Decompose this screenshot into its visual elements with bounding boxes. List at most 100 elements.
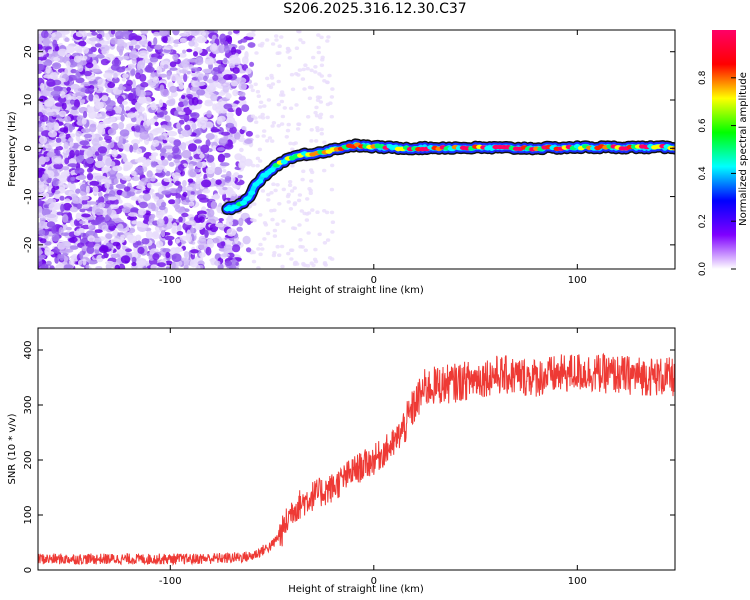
snr-y-tick-label: 100 xyxy=(23,505,34,524)
noise-speckle-blob xyxy=(38,161,44,166)
noise-speckle-blob xyxy=(307,187,312,191)
noise-speckle-blob xyxy=(239,147,244,153)
noise-speckle-blob xyxy=(316,50,321,55)
noise-speckle-blob xyxy=(232,67,240,74)
noise-speckle-blob xyxy=(187,178,194,183)
noise-speckle-blob xyxy=(49,265,55,269)
noise-speckle-blob xyxy=(288,180,293,184)
noise-speckle-blob xyxy=(224,45,230,54)
noise-speckle-blob xyxy=(40,263,49,269)
noise-speckle-blob xyxy=(142,99,147,104)
noise-speckle-blob xyxy=(179,37,187,44)
noise-speckle-blob xyxy=(130,170,137,176)
noise-speckle-blob xyxy=(276,102,281,107)
noise-speckle-blob xyxy=(97,78,107,87)
ridge-blob xyxy=(244,196,252,201)
noise-speckle-blob xyxy=(151,193,156,199)
noise-speckle-blob xyxy=(238,217,244,227)
noise-speckle-blob xyxy=(85,62,94,69)
noise-speckle-blob xyxy=(160,106,167,111)
noise-speckle-blob xyxy=(222,85,230,93)
noise-speckle-blob xyxy=(288,141,293,146)
noise-speckle-blob xyxy=(93,94,100,103)
noise-speckle-blob xyxy=(159,148,167,154)
noise-speckle-blob xyxy=(195,264,201,269)
noise-speckle-blob xyxy=(83,133,93,139)
noise-speckle-blob xyxy=(309,86,315,90)
noise-speckle-blob xyxy=(265,231,271,236)
noise-speckle-blob xyxy=(63,115,71,123)
noise-speckle-blob xyxy=(234,153,243,161)
noise-speckle-blob xyxy=(181,186,187,193)
noise-speckle-blob xyxy=(168,199,176,205)
noise-speckle-blob xyxy=(190,249,199,254)
noise-speckle-blob xyxy=(62,202,72,211)
noise-speckle-blob xyxy=(329,114,334,119)
noise-speckle-blob xyxy=(54,122,60,132)
noise-speckle-blob xyxy=(217,153,225,163)
noise-speckle-blob xyxy=(241,126,247,131)
spectrogram-x-tick-label: 100 xyxy=(568,275,587,286)
noise-speckle-blob xyxy=(266,98,272,102)
noise-speckle-blob xyxy=(289,189,295,193)
noise-speckle-blob xyxy=(159,30,168,37)
noise-speckle-blob xyxy=(52,39,58,48)
noise-speckle-blob xyxy=(81,199,88,206)
noise-speckle-blob xyxy=(299,209,304,213)
colorbar-label: Normalized spectral amplitude xyxy=(738,72,749,226)
noise-speckle-blob xyxy=(316,33,321,37)
noise-speckle-blob xyxy=(255,89,261,94)
noise-speckle-blob xyxy=(198,216,205,223)
noise-speckle-blob xyxy=(78,227,85,233)
noise-speckle-blob xyxy=(279,122,285,126)
noise-speckle-blob xyxy=(137,246,145,254)
noise-speckle-blob xyxy=(225,122,235,128)
noise-speckle-blob xyxy=(75,212,82,221)
noise-speckle-blob xyxy=(275,244,280,249)
noise-speckle-blob xyxy=(199,116,208,124)
noise-speckle-blob xyxy=(329,187,335,192)
noise-speckle-blob xyxy=(89,37,100,42)
noise-speckle-blob xyxy=(91,68,102,73)
noise-speckle-blob xyxy=(306,231,311,235)
noise-speckle-blob xyxy=(121,175,132,181)
spectrogram-y-tick-label: -20 xyxy=(23,237,34,253)
noise-speckle-blob xyxy=(78,260,83,266)
noise-speckle-blob xyxy=(276,63,281,68)
noise-speckle-blob xyxy=(110,30,116,35)
noise-speckle-blob xyxy=(94,43,102,48)
noise-speckle-blob xyxy=(144,96,152,104)
noise-speckle-blob xyxy=(172,222,178,231)
noise-speckle-blob xyxy=(232,257,237,266)
noise-speckle-blob xyxy=(288,106,294,111)
colorbar: 0.0 0.2 0.4 0.6 0.8 Normalized spectral ampl… xyxy=(698,30,749,276)
noise-speckle-blob xyxy=(104,260,114,265)
noise-speckle-blob xyxy=(65,60,71,67)
noise-speckle-blob xyxy=(111,76,120,84)
noise-speckle-blob xyxy=(197,73,205,81)
noise-speckle-blob xyxy=(63,142,69,149)
noise-speckle-blob xyxy=(105,263,112,269)
noise-speckle-blob xyxy=(106,206,112,216)
noise-speckle-blob xyxy=(195,81,206,87)
noise-speckle-blob xyxy=(249,61,255,67)
noise-speckle-blob xyxy=(210,93,218,102)
noise-speckle-blob xyxy=(193,223,204,231)
noise-speckle-blob xyxy=(211,126,218,133)
noise-speckle-blob xyxy=(251,250,256,255)
noise-speckle-blob xyxy=(212,145,217,152)
noise-speckle-blob xyxy=(193,51,198,57)
noise-speckle-blob xyxy=(100,58,109,66)
noise-speckle-blob xyxy=(130,39,138,45)
noise-speckle-blob xyxy=(308,168,314,172)
noise-speckle-blob xyxy=(302,263,308,268)
noise-speckle-blob xyxy=(131,262,137,267)
colorbar-tick-label: 0.0 xyxy=(698,262,708,277)
noise-speckle-blob xyxy=(229,126,237,134)
noise-speckle-blob xyxy=(238,91,246,97)
noise-speckle-blob xyxy=(211,43,218,51)
noise-speckle-blob xyxy=(188,143,197,152)
noise-speckle-blob xyxy=(260,41,265,46)
noise-speckle-blob xyxy=(148,81,157,86)
noise-speckle-blob xyxy=(215,222,225,228)
